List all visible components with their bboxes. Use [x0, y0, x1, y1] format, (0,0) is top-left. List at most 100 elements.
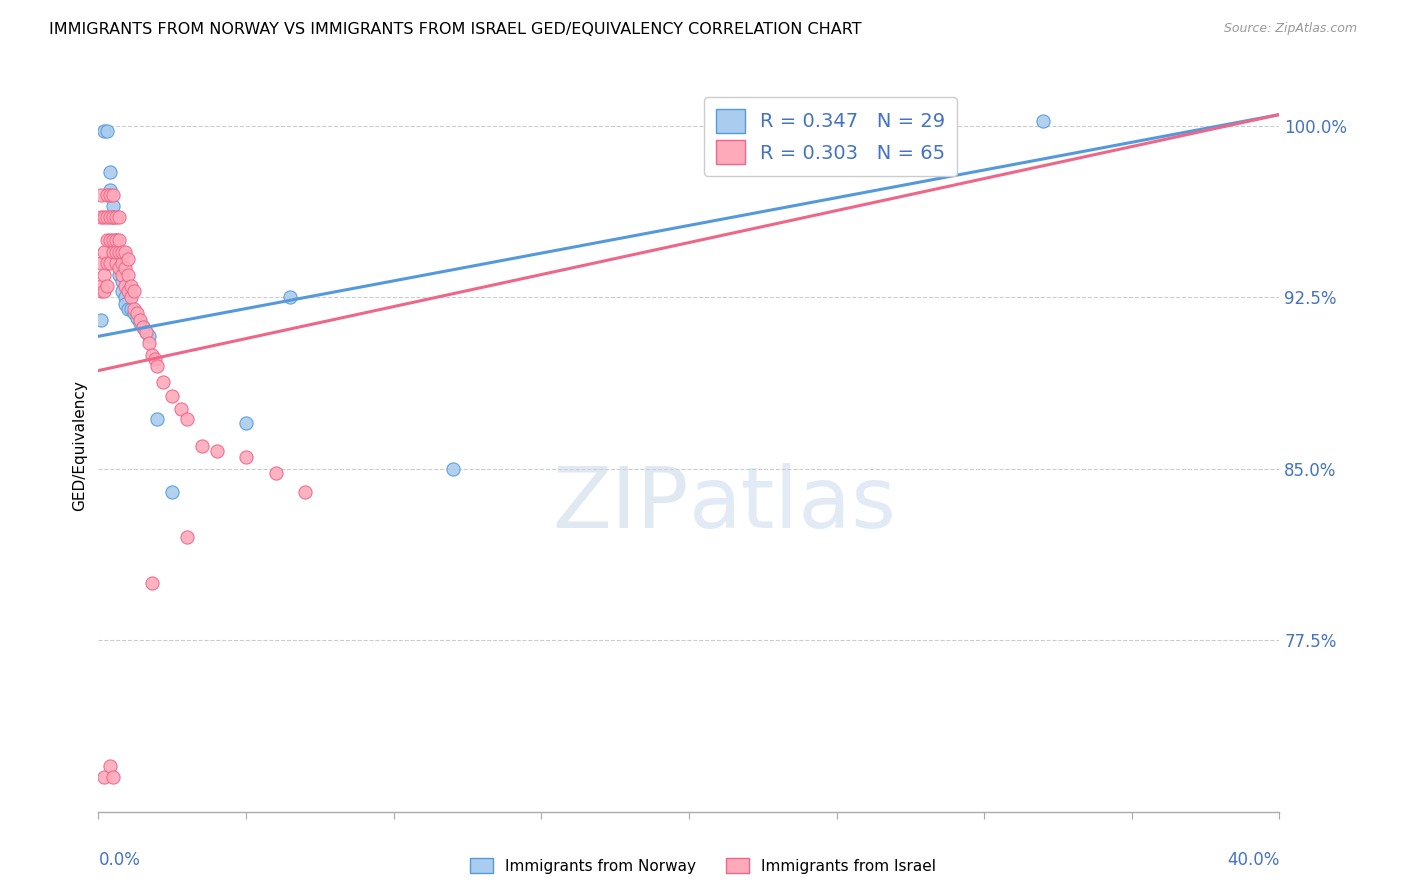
Point — [90, 187, 112, 202]
Point — [98, 233, 121, 247]
Point — [96, 187, 118, 202]
Point — [114, 244, 136, 259]
Point — [162, 484, 183, 499]
Point — [170, 402, 193, 417]
Point — [96, 233, 118, 247]
Point — [108, 244, 131, 259]
Point — [128, 313, 150, 327]
Point — [93, 268, 115, 282]
Point — [108, 211, 131, 225]
Point — [176, 411, 198, 425]
Point — [105, 252, 128, 266]
Legend: Immigrants from Norway, Immigrants from Israel: Immigrants from Norway, Immigrants from … — [464, 852, 942, 880]
Point — [108, 233, 131, 247]
Point — [125, 310, 148, 325]
Point — [96, 256, 118, 270]
Point — [108, 260, 131, 275]
Point — [114, 297, 136, 311]
Point — [235, 416, 257, 430]
Point — [117, 252, 139, 266]
Point — [96, 211, 118, 225]
Point — [93, 771, 115, 785]
Text: atlas: atlas — [689, 463, 897, 546]
Point — [235, 450, 257, 465]
Point — [90, 284, 112, 298]
Point — [135, 325, 157, 339]
Point — [105, 233, 128, 247]
Point — [108, 268, 131, 282]
Point — [117, 301, 139, 316]
Point — [105, 256, 128, 270]
Point — [128, 316, 150, 330]
Point — [114, 290, 136, 304]
Point — [132, 320, 155, 334]
Point — [152, 375, 174, 389]
Point — [111, 274, 134, 288]
Point — [138, 336, 160, 351]
Point — [120, 279, 142, 293]
Point — [90, 211, 112, 225]
Point — [125, 306, 148, 320]
Text: IMMIGRANTS FROM NORWAY VS IMMIGRANTS FROM ISRAEL GED/EQUIVALENCY CORRELATION CHA: IMMIGRANTS FROM NORWAY VS IMMIGRANTS FRO… — [49, 22, 862, 37]
Point — [111, 256, 134, 270]
Point — [141, 347, 163, 361]
Point — [90, 313, 112, 327]
Text: Source: ZipAtlas.com: Source: ZipAtlas.com — [1223, 22, 1357, 36]
Point — [441, 462, 464, 476]
Point — [1032, 114, 1054, 128]
Point — [98, 759, 121, 773]
Point — [108, 256, 131, 270]
Point — [103, 244, 125, 259]
Point — [205, 443, 228, 458]
Point — [105, 211, 128, 225]
Point — [122, 284, 145, 298]
Legend: R = 0.347   N = 29, R = 0.303   N = 65: R = 0.347 N = 29, R = 0.303 N = 65 — [704, 97, 957, 176]
Point — [176, 530, 198, 544]
Point — [98, 187, 121, 202]
Point — [103, 199, 125, 213]
Point — [93, 244, 115, 259]
Point — [162, 389, 183, 403]
Point — [105, 244, 128, 259]
Point — [264, 467, 287, 481]
Point — [98, 183, 121, 197]
Point — [98, 211, 121, 225]
Point — [103, 771, 125, 785]
Point — [117, 284, 139, 298]
Text: 40.0%: 40.0% — [1227, 851, 1279, 869]
Point — [93, 211, 115, 225]
Point — [135, 325, 157, 339]
Point — [122, 301, 145, 316]
Point — [98, 256, 121, 270]
Point — [96, 123, 118, 137]
Point — [132, 320, 155, 334]
Point — [143, 352, 166, 367]
Text: 0.0%: 0.0% — [98, 851, 141, 869]
Point — [105, 233, 128, 247]
Point — [96, 279, 118, 293]
Point — [111, 268, 134, 282]
Point — [93, 123, 115, 137]
Point — [114, 260, 136, 275]
Point — [280, 290, 302, 304]
Point — [103, 233, 125, 247]
Point — [146, 411, 169, 425]
Point — [120, 301, 142, 316]
Point — [90, 279, 112, 293]
Point — [146, 359, 169, 373]
Point — [294, 484, 316, 499]
Y-axis label: GED/Equivalency: GED/Equivalency — [72, 381, 87, 511]
Point — [90, 256, 112, 270]
Point — [120, 290, 142, 304]
Point — [111, 284, 134, 298]
Point — [141, 576, 163, 591]
Point — [114, 279, 136, 293]
Point — [103, 187, 125, 202]
Point — [117, 268, 139, 282]
Point — [111, 244, 134, 259]
Point — [93, 284, 115, 298]
Point — [103, 211, 125, 225]
Point — [103, 211, 125, 225]
Point — [138, 329, 160, 343]
Text: ZIP: ZIP — [553, 463, 689, 546]
